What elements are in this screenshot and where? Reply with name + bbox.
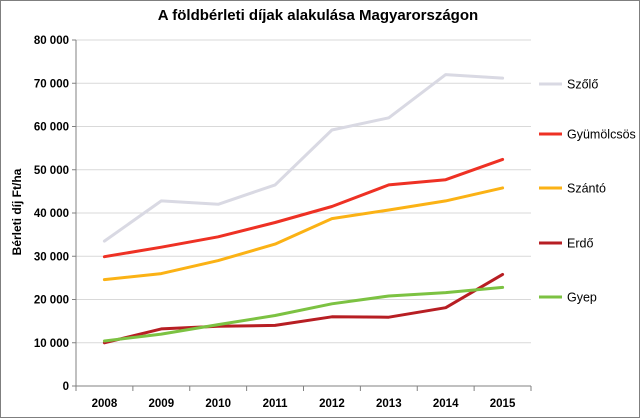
x-tick-label: 2012 <box>319 398 345 410</box>
series-line <box>102 272 505 345</box>
y-tick-label: 70 000 <box>34 78 69 90</box>
series-line <box>102 186 505 282</box>
y-tick-label: 80 000 <box>34 35 69 47</box>
legend-entry: Erdő <box>567 237 593 251</box>
y-tick-label: 60 000 <box>34 122 69 134</box>
legend-entry: Szőlő <box>567 78 598 92</box>
legend-entry: Gyümölcsös <box>567 128 636 142</box>
y-tick-labels: 0 10 000 20 000 30 000 40 000 50 000 60 000 70 … <box>34 35 69 393</box>
x-tick-label: 2015 <box>490 398 516 410</box>
series-line <box>102 73 505 243</box>
series-line <box>102 157 505 259</box>
x-tick-label: 2011 <box>263 398 289 410</box>
axes <box>72 39 532 391</box>
legend-entry: Szántó <box>567 182 606 196</box>
x-tick-label: 2014 <box>433 398 459 410</box>
chart-title: A földbérleti díjak alakulása Magyarorsz… <box>158 7 478 24</box>
x-tick-label: 2009 <box>149 398 175 410</box>
x-tick-label: 2013 <box>376 398 402 410</box>
gridlines <box>76 39 531 344</box>
y-tick-label: 20 000 <box>34 295 69 307</box>
x-tick-label: 2010 <box>205 398 231 410</box>
series-line <box>102 285 505 343</box>
y-tick-label: 40 000 <box>34 208 69 220</box>
legend: Szőlő Gyümölcsös Szántó Erdő Gyep <box>539 78 636 305</box>
series-lines <box>102 73 505 345</box>
legend-entry: Gyep <box>567 291 597 305</box>
y-tick-label: 30 000 <box>34 251 69 263</box>
x-tick-label: 2008 <box>92 398 118 410</box>
y-tick-label: 0 <box>63 381 69 393</box>
x-tick-labels: 2008 2009 2010 2011 2012 2013 2014 2015 <box>92 398 516 410</box>
y-axis-label: Bérleti díj Ft/ha <box>10 168 24 255</box>
y-tick-label: 50 000 <box>34 165 69 177</box>
y-tick-label: 10 000 <box>34 338 69 350</box>
